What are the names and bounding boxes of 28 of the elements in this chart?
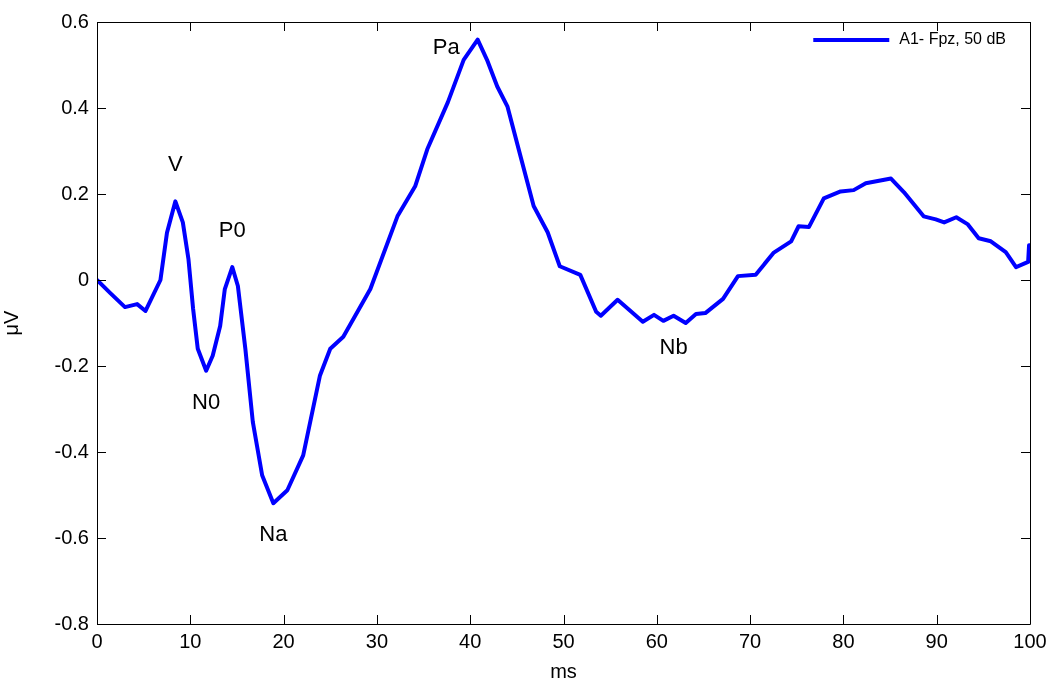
annotation: Nb [659,333,688,359]
x-tick-label: 60 [645,629,668,652]
x-tick-label: 80 [832,629,855,652]
annotation: P0 [218,217,246,243]
x-tick-label: 20 [272,629,295,652]
y-tick-label: -0.4 [54,439,89,462]
y-tick-label: 0 [77,267,89,290]
legend-label: A1- Fpz, 50 dB [899,30,1006,48]
x-tick-label: 10 [179,629,202,652]
annotation: V [168,151,184,177]
y-tick-label: -0.8 [54,611,89,634]
x-axis-title: ms [550,659,577,682]
annotation: Na [259,521,289,547]
y-tick-label: 0.2 [61,181,89,204]
x-tick-label: 50 [552,629,575,652]
annotation: N0 [192,388,221,414]
y-axis-title: μV [0,309,22,336]
x-tick-label: 0 [91,629,103,652]
x-tick-label: 40 [459,629,482,652]
y-tick-label: -0.6 [54,525,89,548]
y-tick-label: 0.6 [61,9,89,32]
x-tick-label: 70 [738,629,762,652]
annotation: Pa [432,33,461,59]
x-tick-label: 90 [925,629,948,652]
x-tick-label: 100 [1013,629,1047,652]
y-tick-label: -0.2 [54,353,89,376]
y-tick-label: 0.4 [61,95,89,118]
x-tick-label: 30 [365,629,389,652]
